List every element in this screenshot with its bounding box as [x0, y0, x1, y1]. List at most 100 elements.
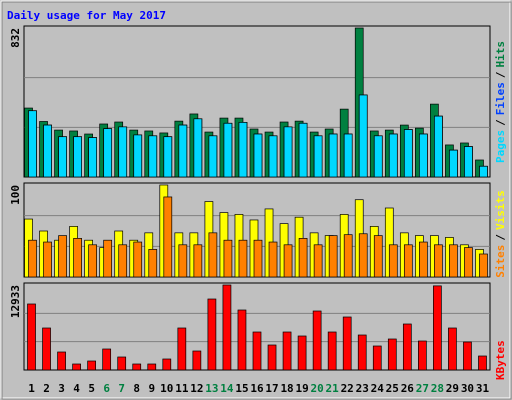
- bar: [43, 124, 52, 178]
- bar: [207, 298, 217, 371]
- x-tick-label: 18: [280, 382, 293, 395]
- x-tick-label: 9: [148, 382, 155, 395]
- bar: [208, 232, 218, 278]
- bar: [223, 239, 233, 278]
- bar: [328, 235, 338, 278]
- bar: [434, 115, 443, 178]
- bar: [268, 241, 278, 278]
- bar: [148, 249, 158, 278]
- bar: [463, 341, 472, 371]
- x-tick-label: 4: [73, 382, 80, 395]
- bar: [58, 136, 67, 178]
- legend-entry: Hits: [494, 41, 507, 68]
- bar: [133, 241, 143, 278]
- x-tick-label: 29: [446, 382, 459, 395]
- bar: [327, 331, 337, 371]
- bar: [283, 244, 293, 278]
- bar: [373, 135, 383, 178]
- bar: [343, 234, 353, 278]
- x-tick-label: 19: [295, 382, 308, 395]
- bar: [373, 235, 383, 278]
- bar: [178, 244, 188, 278]
- bar: [448, 327, 457, 371]
- x-tick-label: 5: [88, 382, 95, 395]
- x-tick-label: 11: [175, 382, 189, 395]
- bar: [403, 129, 413, 178]
- bar: [103, 239, 113, 278]
- x-tick-label: 13: [205, 382, 218, 395]
- bar: [283, 126, 293, 178]
- bar: [72, 363, 81, 371]
- bar: [147, 363, 157, 371]
- bar: [312, 310, 322, 371]
- bar: [73, 136, 82, 178]
- bar: [479, 253, 488, 278]
- legend: KBytes: [494, 340, 507, 380]
- bar: [449, 149, 458, 178]
- legend-separator: /: [494, 71, 507, 78]
- legend: Pages / Files / Hits: [494, 41, 507, 163]
- bar: [163, 136, 173, 178]
- x-tick-label: 27: [416, 382, 429, 395]
- x-tick-label: 15: [235, 382, 248, 395]
- bar: [132, 363, 142, 371]
- bar: [223, 122, 233, 178]
- x-tick-label: 17: [265, 382, 278, 395]
- x-tick-label: 25: [386, 382, 399, 395]
- legend-entry: KBytes: [494, 340, 507, 380]
- bar: [419, 133, 428, 178]
- bar: [268, 135, 278, 178]
- bar: [162, 358, 172, 371]
- x-tick-label: 6: [103, 382, 110, 395]
- bar: [238, 122, 248, 178]
- bar: [419, 241, 428, 278]
- bar: [118, 244, 128, 278]
- bar: [87, 360, 96, 371]
- bar: [192, 350, 202, 371]
- x-tick-label: 22: [341, 382, 354, 395]
- chart-title: Daily usage for May 2017: [7, 9, 166, 22]
- bar: [387, 338, 397, 371]
- x-tick-label: 1: [28, 382, 35, 395]
- bar: [433, 285, 442, 371]
- bar: [177, 327, 187, 371]
- x-tick-label: 26: [401, 382, 415, 395]
- x-tick-label: 14: [220, 382, 234, 395]
- x-tick-label: 10: [160, 382, 173, 395]
- bar: [464, 247, 473, 278]
- bar: [148, 135, 158, 178]
- y-tick-label: 12933: [9, 285, 22, 318]
- x-tick-label: 2: [43, 382, 50, 395]
- bar: [117, 356, 127, 371]
- x-tick-label: 23: [356, 382, 369, 395]
- bar: [102, 348, 112, 371]
- bar: [418, 340, 427, 371]
- bar: [449, 244, 458, 278]
- bar: [27, 303, 36, 371]
- bar: [118, 126, 128, 178]
- bar: [267, 344, 277, 371]
- bar: [252, 331, 262, 371]
- legend-entry: Visits: [494, 190, 507, 230]
- bar: [358, 233, 368, 278]
- bar: [297, 335, 307, 371]
- bar: [328, 133, 338, 178]
- bar: [343, 133, 353, 178]
- legend-entry: Pages: [494, 130, 507, 163]
- x-tick-label: 21: [326, 382, 340, 395]
- legend-entry: Files: [494, 82, 507, 115]
- bar: [464, 146, 473, 178]
- bar: [103, 128, 113, 178]
- bar: [313, 244, 323, 278]
- bar: [298, 122, 308, 178]
- bar: [208, 135, 218, 178]
- bar: [403, 244, 413, 278]
- bar: [238, 239, 248, 278]
- bar: [282, 331, 292, 371]
- bar: [253, 239, 263, 278]
- bar: [73, 238, 82, 278]
- bar: [193, 244, 203, 278]
